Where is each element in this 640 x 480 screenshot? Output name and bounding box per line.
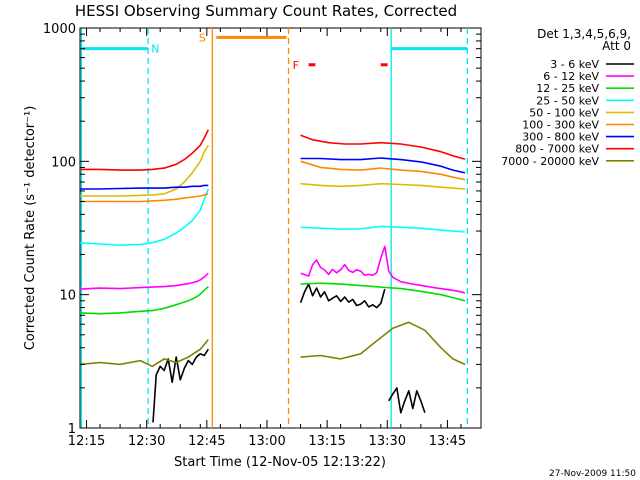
y-tick-label-2: 100: [51, 155, 76, 170]
legend-header-line-2: Att 0: [602, 39, 631, 53]
series-lines: [79, 129, 466, 423]
series-line-1: [79, 245, 466, 294]
legend-label-6: 300 - 800 keV: [522, 131, 599, 144]
x-tick-label-4: 13:15: [308, 434, 345, 449]
series-line-0: [152, 283, 426, 423]
legend-label-4: 50 - 100 keV: [529, 106, 599, 119]
flag-label-0: N: [151, 43, 159, 56]
legend-label-3: 25 - 50 keV: [536, 94, 599, 107]
legend-label-7: 800 - 7000 keV: [515, 143, 599, 156]
x-axis-label: Start Time (12-Nov-05 12:13:22): [174, 455, 386, 470]
x-tick-label-3: 13:00: [248, 434, 285, 449]
timestamp: 27-Nov-2009 11:50: [549, 469, 636, 479]
y-tick-label-1: 10: [59, 289, 76, 304]
flag-label-2: S: [199, 31, 206, 44]
legend-header-line-1: Det 1,3,4,5,6,9,: [537, 27, 631, 41]
y-axis-label: Corrected Count Rate (s⁻¹ detector⁻¹): [23, 106, 38, 351]
legend-label-5: 100 - 300 keV: [522, 119, 599, 132]
series-line-7: [80, 129, 466, 171]
legend-label-1: 6 - 12 keV: [543, 70, 599, 83]
series-line-2: [79, 282, 466, 315]
legend-label-2: 12 - 25 keV: [536, 82, 599, 95]
y-tick-label-0: 1: [68, 422, 76, 437]
series-line-3: [79, 188, 466, 246]
observing-flags: N S F: [81, 31, 468, 72]
series-line-6: [80, 157, 466, 190]
chart-title: HESSI Observing Summary Count Rates, Cor…: [75, 2, 457, 20]
x-tick-label-1: 12:30: [128, 434, 165, 449]
series-line-5: [80, 160, 466, 203]
flag-label-3: F: [293, 59, 299, 72]
series-line-8: [79, 321, 466, 368]
legend-label-0: 3 - 6 keV: [550, 58, 599, 71]
marker-lines: [80, 28, 469, 428]
y-tick-label-3: 1000: [43, 22, 76, 37]
axis-ticks: 12:15 12:30 12:45 13:00 13:15 13:30 13:45 1 10 10…: [43, 22, 482, 449]
x-tick-label-6: 13:45: [429, 434, 466, 449]
series-line-4: [80, 144, 466, 197]
x-tick-label-2: 12:45: [188, 434, 225, 449]
x-tick-label-5: 13:30: [369, 434, 406, 449]
x-tick-label-0: 12:15: [68, 434, 105, 449]
legend-label-8: 7000 - 20000 keV: [501, 155, 599, 168]
